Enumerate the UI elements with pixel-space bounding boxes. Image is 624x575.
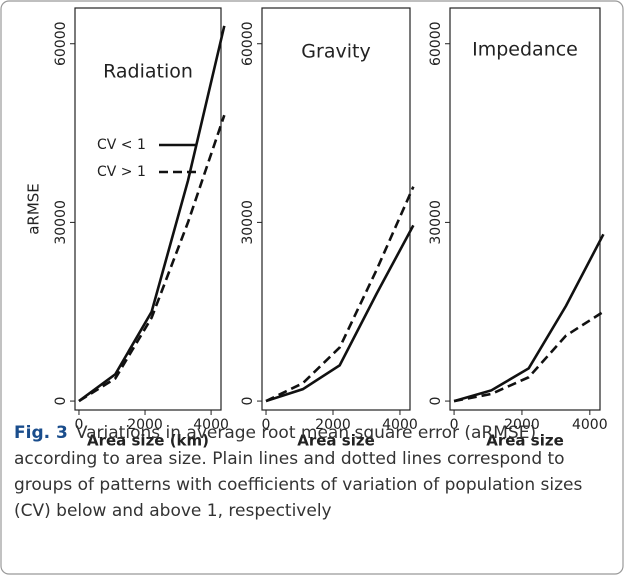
x-axis-label: Area size	[297, 432, 375, 450]
series-line	[265, 186, 415, 403]
x-tick-label: 4000	[572, 417, 608, 433]
x-tick-label: 0	[450, 417, 459, 433]
y-tick-label: 30000	[428, 200, 444, 245]
y-tick-label: 60000	[428, 21, 444, 66]
y-tick-label: 30000	[240, 200, 256, 245]
y-tick-label: 0	[428, 397, 444, 406]
x-tick-label: 0	[75, 417, 84, 433]
caption-label: Fig. 3	[14, 423, 68, 443]
series-line	[453, 233, 605, 403]
x-tick-label: 2000	[315, 417, 351, 433]
panel-title: Gravity	[301, 41, 370, 63]
caption: Fig. 3 Variations in average root mean sq…	[14, 420, 610, 524]
plot-frame	[261, 7, 411, 411]
x-axis-label: Area size (km)	[87, 432, 209, 450]
y-tick-label: 30000	[53, 200, 69, 245]
x-tick-label: 4000	[382, 417, 418, 433]
plot-frame	[449, 7, 601, 411]
x-tick-label: 4000	[193, 417, 229, 433]
panel-title: Impedance	[472, 39, 578, 61]
y-tick-label: 60000	[240, 21, 256, 66]
y-tick-label: 0	[53, 397, 69, 406]
series-line	[78, 114, 226, 403]
caption-text: Variations in average root mean square e…	[14, 423, 583, 521]
y-tick-label: 0	[240, 397, 256, 406]
series-line	[453, 310, 605, 403]
legend-label: CV > 1	[97, 164, 146, 180]
legend-label: CV < 1	[97, 137, 146, 153]
x-tick-label: 2000	[504, 417, 540, 433]
x-tick-label: 0	[262, 417, 271, 433]
panel-title: Radiation	[103, 61, 193, 83]
series-line	[265, 224, 415, 403]
x-axis-label: Area size	[486, 432, 564, 450]
y-tick-label: 60000	[53, 21, 69, 66]
x-tick-label: 2000	[127, 417, 163, 433]
y-axis-label: aRMSE	[25, 183, 43, 235]
plot-frame	[74, 7, 222, 411]
series-line	[78, 25, 226, 403]
